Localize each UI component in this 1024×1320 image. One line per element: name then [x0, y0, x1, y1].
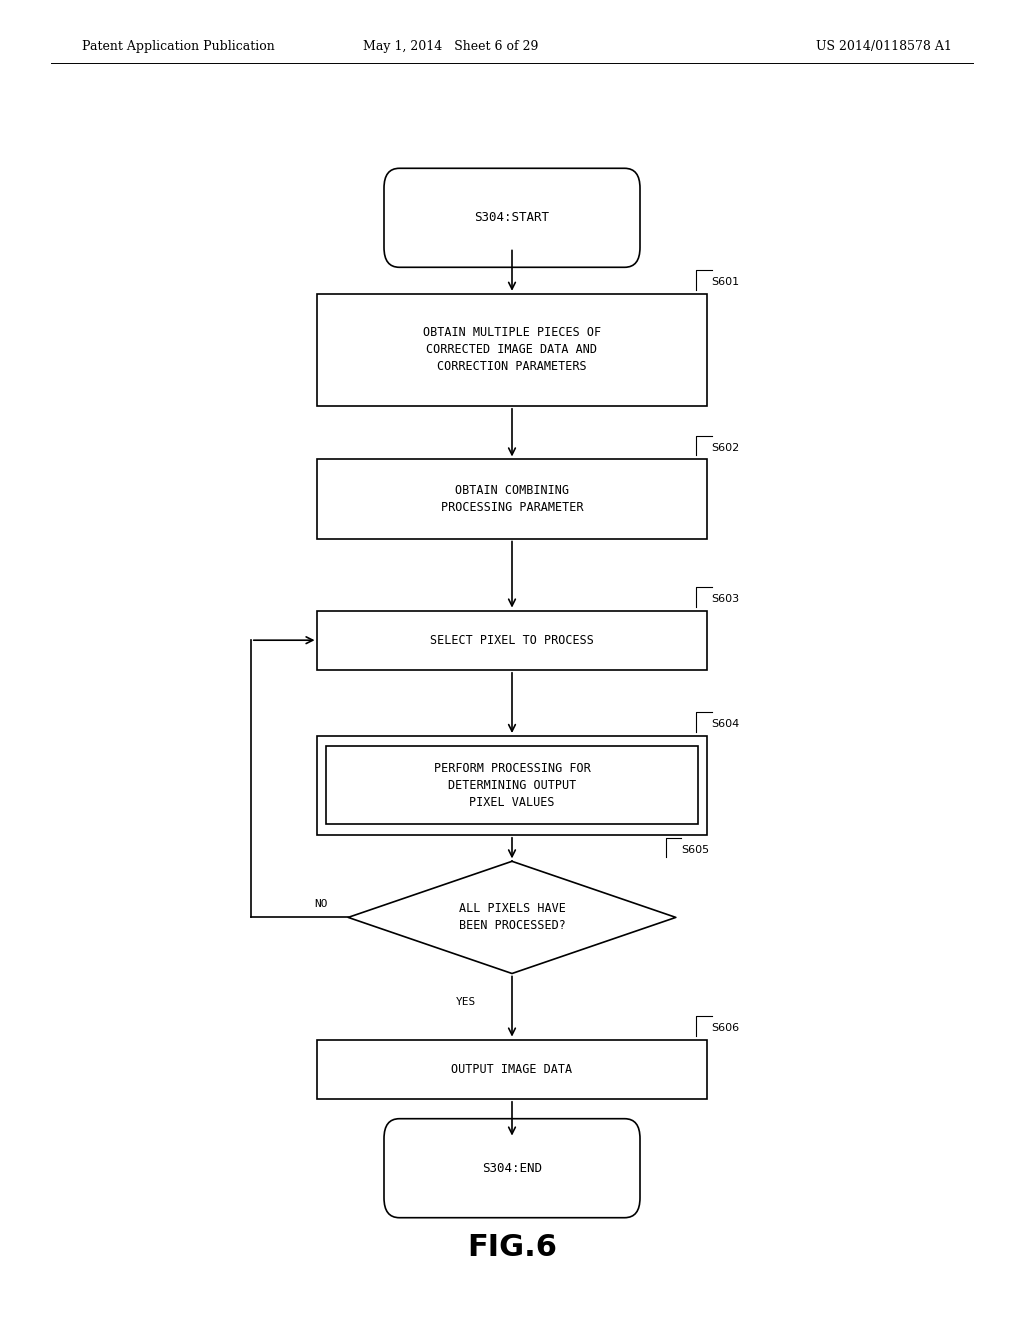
FancyBboxPatch shape [317, 610, 707, 671]
FancyBboxPatch shape [317, 459, 707, 539]
Text: S605: S605 [681, 845, 709, 855]
Polygon shape [348, 862, 676, 974]
Text: OBTAIN MULTIPLE PIECES OF
CORRECTED IMAGE DATA AND
CORRECTION PARAMETERS: OBTAIN MULTIPLE PIECES OF CORRECTED IMAG… [423, 326, 601, 374]
Text: SELECT PIXEL TO PROCESS: SELECT PIXEL TO PROCESS [430, 634, 594, 647]
Text: ALL PIXELS HAVE
BEEN PROCESSED?: ALL PIXELS HAVE BEEN PROCESSED? [459, 903, 565, 932]
Text: Patent Application Publication: Patent Application Publication [82, 40, 274, 53]
FancyBboxPatch shape [317, 1040, 707, 1098]
Text: S604: S604 [712, 719, 740, 729]
FancyBboxPatch shape [326, 746, 698, 824]
Text: FIG.6: FIG.6 [467, 1233, 557, 1262]
Text: S603: S603 [712, 594, 739, 605]
Text: PERFORM PROCESSING FOR
DETERMINING OUTPUT
PIXEL VALUES: PERFORM PROCESSING FOR DETERMINING OUTPU… [433, 762, 591, 809]
FancyBboxPatch shape [384, 1119, 640, 1217]
Text: NO: NO [314, 899, 328, 909]
Text: S602: S602 [712, 442, 740, 453]
Text: S606: S606 [712, 1023, 739, 1032]
Text: OBTAIN COMBINING
PROCESSING PARAMETER: OBTAIN COMBINING PROCESSING PARAMETER [440, 484, 584, 513]
Text: May 1, 2014   Sheet 6 of 29: May 1, 2014 Sheet 6 of 29 [362, 40, 539, 53]
Text: S601: S601 [712, 277, 739, 288]
FancyBboxPatch shape [317, 737, 707, 834]
Text: S304:START: S304:START [474, 211, 550, 224]
FancyBboxPatch shape [317, 294, 707, 407]
Text: YES: YES [456, 998, 476, 1007]
Text: US 2014/0118578 A1: US 2014/0118578 A1 [816, 40, 952, 53]
Text: OUTPUT IMAGE DATA: OUTPUT IMAGE DATA [452, 1063, 572, 1076]
FancyBboxPatch shape [384, 169, 640, 267]
Text: S304:END: S304:END [482, 1162, 542, 1175]
